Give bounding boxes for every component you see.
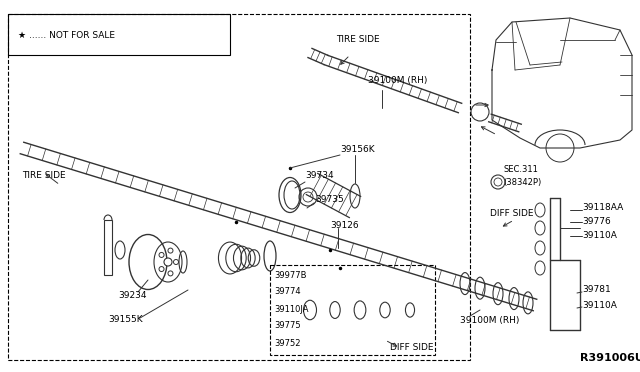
Text: DIFF SIDE: DIFF SIDE: [490, 208, 534, 218]
Text: 39126: 39126: [330, 221, 358, 230]
Text: R391006U: R391006U: [580, 353, 640, 363]
Text: 39775: 39775: [274, 321, 301, 330]
Text: 39752: 39752: [274, 339, 301, 347]
Text: 39156K: 39156K: [340, 145, 374, 154]
Circle shape: [168, 271, 173, 276]
Circle shape: [159, 253, 164, 257]
Text: 39110A: 39110A: [582, 231, 617, 241]
Text: 39100M (RH): 39100M (RH): [460, 315, 520, 324]
Text: DIFF SIDE: DIFF SIDE: [390, 343, 433, 353]
Text: 39118AA: 39118AA: [582, 203, 623, 212]
Text: 39110A: 39110A: [582, 301, 617, 310]
Text: SEC.311: SEC.311: [503, 166, 538, 174]
Text: 39100M (RH): 39100M (RH): [368, 76, 428, 84]
Text: 39774: 39774: [274, 288, 301, 296]
Text: 39234: 39234: [118, 291, 147, 299]
Text: (38342P): (38342P): [503, 177, 541, 186]
Text: 39155K: 39155K: [108, 315, 143, 324]
Text: 39977B: 39977B: [274, 270, 307, 279]
Circle shape: [164, 258, 172, 266]
Circle shape: [173, 260, 179, 264]
Circle shape: [168, 248, 173, 253]
Text: 39776: 39776: [582, 218, 611, 227]
Circle shape: [159, 267, 164, 272]
Text: ★ ...... NOT FOR SALE: ★ ...... NOT FOR SALE: [18, 31, 115, 39]
Text: 39781: 39781: [582, 285, 611, 295]
Text: TIRE SIDE: TIRE SIDE: [336, 35, 380, 45]
Text: 39735: 39735: [315, 196, 344, 205]
Text: 39110JA: 39110JA: [274, 305, 308, 314]
Text: TIRE SIDE: TIRE SIDE: [22, 170, 66, 180]
Text: 39734: 39734: [305, 170, 333, 180]
